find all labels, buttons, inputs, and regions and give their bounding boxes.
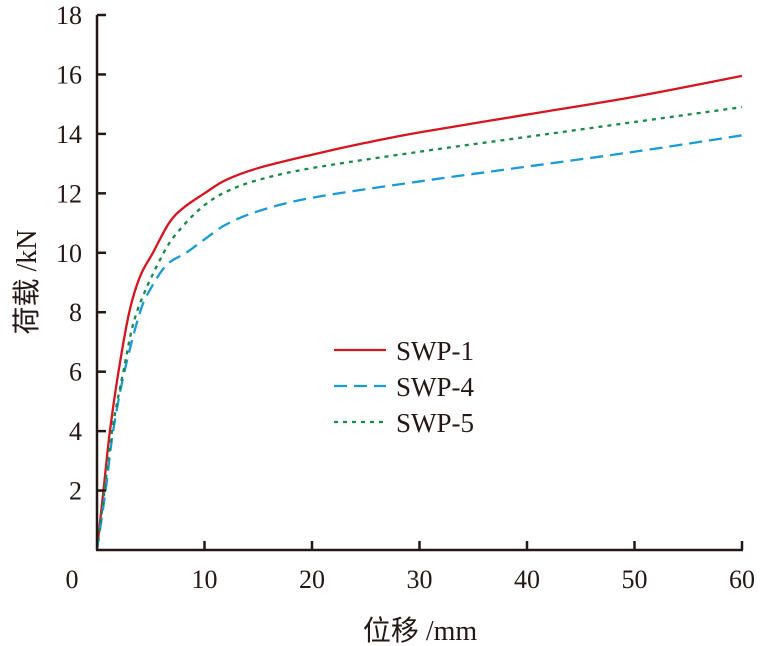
x-tick-label: 40 bbox=[514, 565, 540, 594]
y-tick-label: 18 bbox=[56, 1, 82, 30]
legend: SWP-1 SWP-4 SWP-5 bbox=[334, 336, 475, 438]
y-tick-label: 12 bbox=[56, 179, 82, 208]
y-tick-label: 10 bbox=[56, 239, 82, 268]
legend-label: SWP-1 bbox=[396, 336, 474, 366]
x-axis-label: 位移 /mm bbox=[363, 615, 478, 646]
y-tick-label: 16 bbox=[56, 60, 82, 89]
x-tick-label: 30 bbox=[407, 565, 433, 594]
y-tick-label: 14 bbox=[56, 120, 82, 149]
y-axis-label: 荷载 /kN bbox=[11, 229, 43, 334]
legend-label: SWP-4 bbox=[396, 372, 475, 402]
ticks: 10 20 30 40 50 60 2 4 6 8 10 12 14 16 18 bbox=[56, 1, 755, 594]
y-tick-label: 4 bbox=[69, 417, 82, 446]
x-tick-label: 50 bbox=[622, 565, 648, 594]
x-tick-label: 60 bbox=[729, 565, 755, 594]
legend-label: SWP-5 bbox=[396, 408, 474, 438]
origin-x-label: 0 bbox=[66, 565, 79, 594]
series-line-swp-5 bbox=[95, 105, 743, 551]
y-tick-label: 8 bbox=[69, 298, 82, 327]
y-tick-label: 6 bbox=[69, 358, 82, 387]
curves bbox=[95, 74, 743, 551]
x-tick-label: 20 bbox=[299, 565, 325, 594]
y-tick-label: 2 bbox=[69, 477, 82, 506]
series-line-swp-1 bbox=[95, 74, 743, 551]
x-tick-label: 10 bbox=[192, 565, 218, 594]
